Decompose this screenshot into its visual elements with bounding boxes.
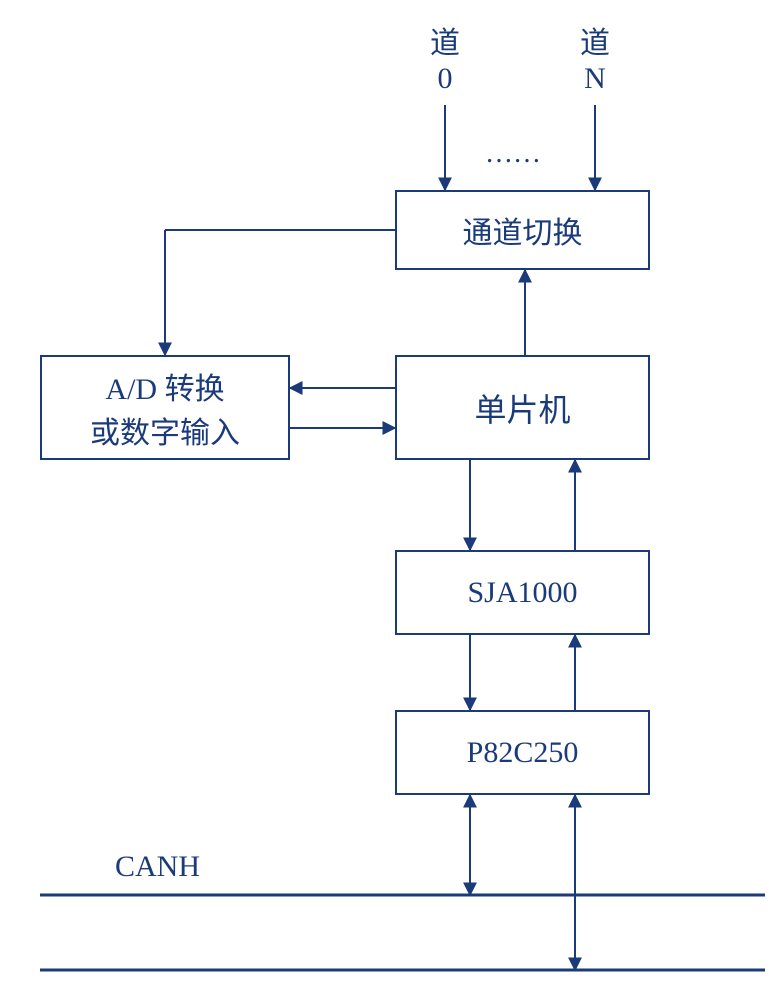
node-p82c250: P82C250 bbox=[395, 710, 650, 795]
node-adc: A/D 转换 或数字输入 bbox=[40, 355, 290, 460]
label-ch0: 道 0 bbox=[430, 18, 460, 96]
label-chN: 道 N bbox=[580, 18, 610, 96]
block-diagram: 通道切换单片机 A/D 转换 或数字输入 SJA1000 P82C250 道 0 道 N… bbox=[0, 0, 769, 1000]
label-ellipsis: …… bbox=[485, 138, 541, 170]
node-ch_switch: 通道切换 bbox=[395, 190, 650, 270]
node-sja1000: SJA1000 bbox=[395, 550, 650, 635]
label-canh: CANH bbox=[115, 850, 200, 884]
node-mcu: 单片机 bbox=[395, 355, 650, 460]
